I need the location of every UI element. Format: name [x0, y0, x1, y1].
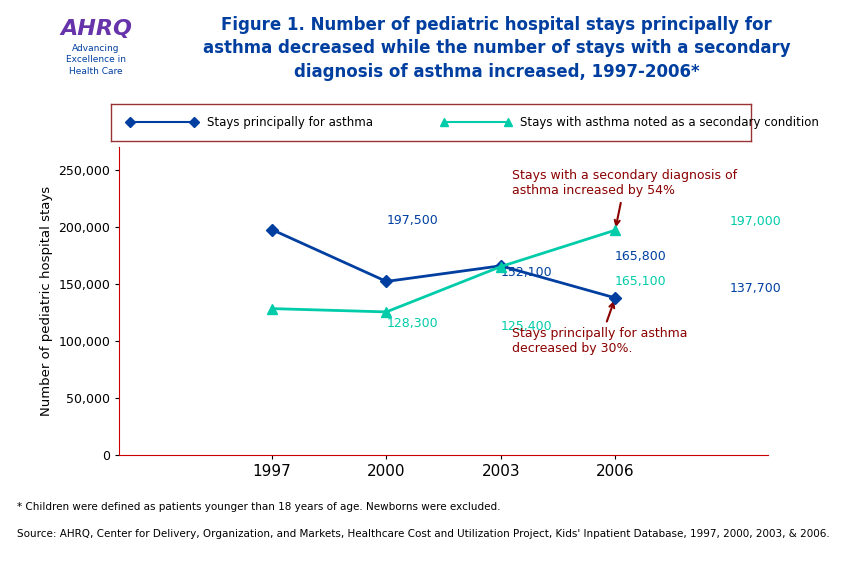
Text: Source: AHRQ, Center for Delivery, Organization, and Markets, Healthcare Cost an: Source: AHRQ, Center for Delivery, Organ… [17, 529, 829, 539]
Text: 197,000: 197,000 [728, 215, 780, 228]
Text: Stays with a secondary diagnosis of
asthma increased by 54%: Stays with a secondary diagnosis of asth… [511, 169, 736, 225]
Text: Stays with asthma noted as a secondary condition: Stays with asthma noted as a secondary c… [520, 116, 818, 129]
Y-axis label: Number of pediatric hospital stays: Number of pediatric hospital stays [40, 186, 53, 416]
Text: 197,500: 197,500 [386, 214, 438, 227]
Text: Stays principally for asthma
decreased by 30%.: Stays principally for asthma decreased b… [511, 303, 687, 355]
Text: 128,300: 128,300 [386, 317, 437, 330]
Text: Advancing
Excellence in
Health Care: Advancing Excellence in Health Care [66, 44, 126, 75]
Text: 137,700: 137,700 [728, 282, 780, 295]
Text: 152,100: 152,100 [500, 266, 552, 279]
Text: Stays principally for asthma: Stays principally for asthma [206, 116, 372, 129]
Text: 125,400: 125,400 [500, 320, 552, 334]
Text: AHRQ: AHRQ [60, 19, 132, 39]
Text: * Children were defined as patients younger than 18 years of age. Newborns were : * Children were defined as patients youn… [17, 502, 500, 511]
Text: 165,800: 165,800 [614, 250, 666, 263]
Text: Figure 1. Number of pediatric hospital stays principally for
asthma decreased wh: Figure 1. Number of pediatric hospital s… [203, 16, 790, 81]
Text: 165,100: 165,100 [614, 275, 666, 288]
